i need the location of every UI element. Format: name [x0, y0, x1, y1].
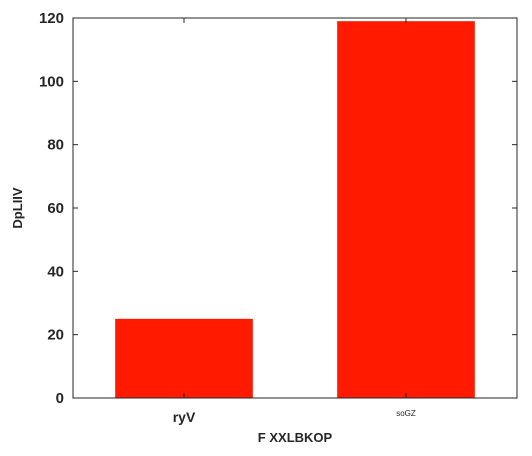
y-tick-label: 0	[56, 390, 64, 407]
bars-group	[115, 21, 475, 399]
y-tick-label: 80	[47, 137, 64, 154]
y-axis-label: DpLIIV	[10, 187, 25, 228]
x-axis-label: F XXLBKOP	[258, 430, 333, 445]
x-tick-label: ryV	[173, 409, 196, 425]
y-ticks-group: 0 20 40 60 80 100 120	[39, 10, 517, 407]
x-ticks-group: ryV soGZ	[173, 18, 416, 425]
bar-ryv	[115, 318, 253, 398]
y-tick-label: 60	[47, 200, 64, 217]
y-tick-label: 40	[47, 263, 64, 280]
x-tick-label: soGZ	[396, 409, 416, 418]
bar-sogz	[337, 21, 475, 399]
y-tick-label: 100	[39, 73, 64, 90]
y-tick-label: 20	[47, 327, 64, 344]
y-tick-label: 120	[39, 10, 64, 27]
